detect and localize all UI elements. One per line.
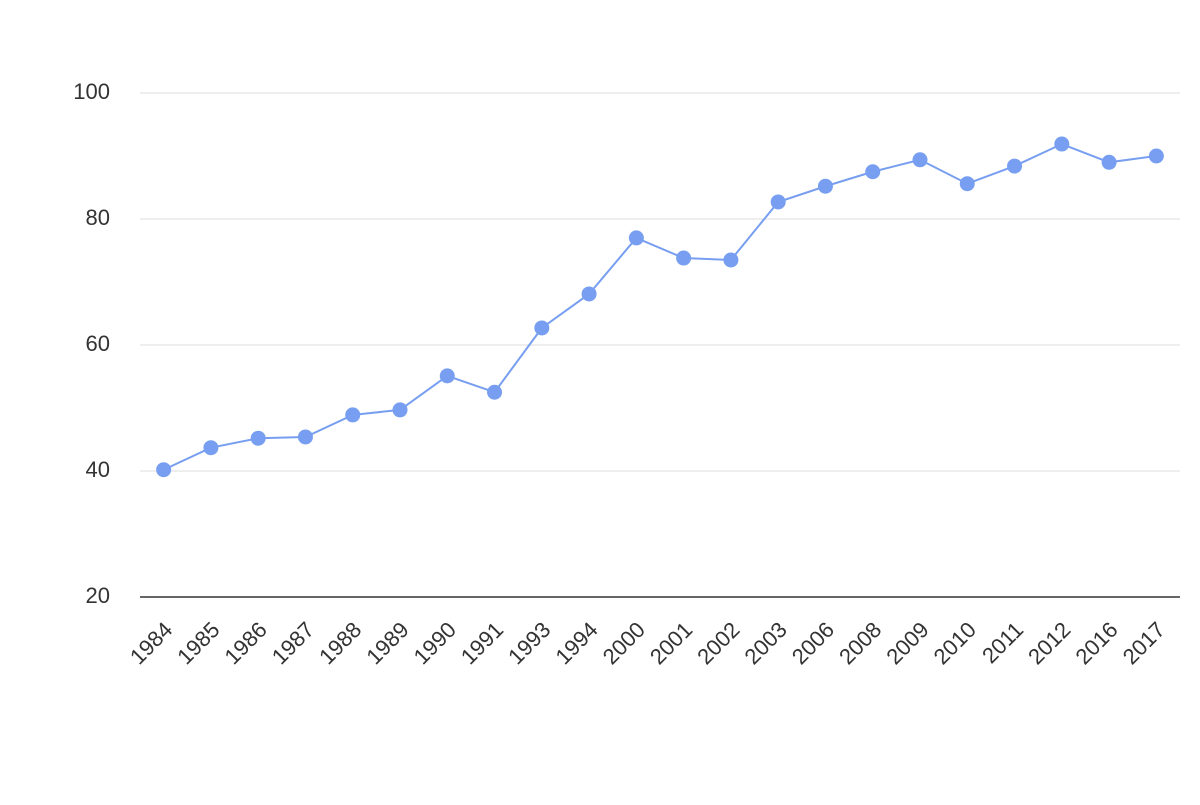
- point: [1007, 158, 1023, 174]
- point: [865, 164, 881, 180]
- x-tick-label: 2016: [1070, 617, 1122, 669]
- point: [534, 320, 550, 336]
- x-tick-label: 2008: [834, 617, 886, 669]
- x-tick-label: 2010: [929, 617, 981, 669]
- x-tick-label: 2001: [645, 617, 697, 669]
- x-tick-label: 1990: [409, 617, 461, 669]
- point: [439, 368, 455, 384]
- y-tick-label: 20: [86, 583, 110, 608]
- point: [392, 402, 408, 418]
- x-tick-label: 2012: [1023, 617, 1075, 669]
- x-tick-label: 1989: [361, 617, 413, 669]
- y-tick-label: 60: [86, 331, 110, 356]
- x-tick-label: 2002: [692, 617, 744, 669]
- point: [297, 429, 313, 445]
- point: [628, 230, 644, 246]
- point: [250, 430, 266, 446]
- x-tick-label: 2000: [598, 617, 650, 669]
- point: [723, 252, 739, 268]
- x-tick-label: 2009: [881, 617, 933, 669]
- y-tick-label: 100: [73, 79, 110, 104]
- point: [770, 194, 786, 210]
- point: [203, 440, 219, 456]
- line: [163, 142, 1157, 471]
- y-tick-label: 80: [86, 205, 110, 230]
- point: [1054, 136, 1070, 152]
- point: [817, 178, 833, 194]
- x-tick-label: 2017: [1118, 617, 1170, 669]
- x-tick-label: 2003: [740, 617, 792, 669]
- x-tick-label: 1987: [267, 617, 319, 669]
- point: [959, 176, 975, 192]
- point: [1101, 154, 1117, 170]
- x-tick-label: 2011: [977, 617, 1028, 668]
- point: [912, 152, 928, 168]
- x-tick-label: 1994: [550, 617, 602, 669]
- x-tick-label: 1988: [314, 617, 366, 669]
- y-tick-label: 40: [86, 457, 110, 482]
- point: [156, 462, 172, 478]
- x-tick-label: 2006: [787, 617, 839, 669]
- x-tick-label: 1991: [456, 617, 508, 669]
- x-tick-label: 1993: [503, 617, 555, 669]
- point: [676, 250, 692, 266]
- point: [1148, 148, 1164, 164]
- point: [581, 286, 597, 302]
- point: [345, 407, 361, 423]
- x-tick-label: 1986: [220, 617, 272, 669]
- point: [487, 384, 503, 400]
- x-tick-label: 1985: [172, 617, 224, 669]
- x-tick-label: 1984: [125, 617, 177, 669]
